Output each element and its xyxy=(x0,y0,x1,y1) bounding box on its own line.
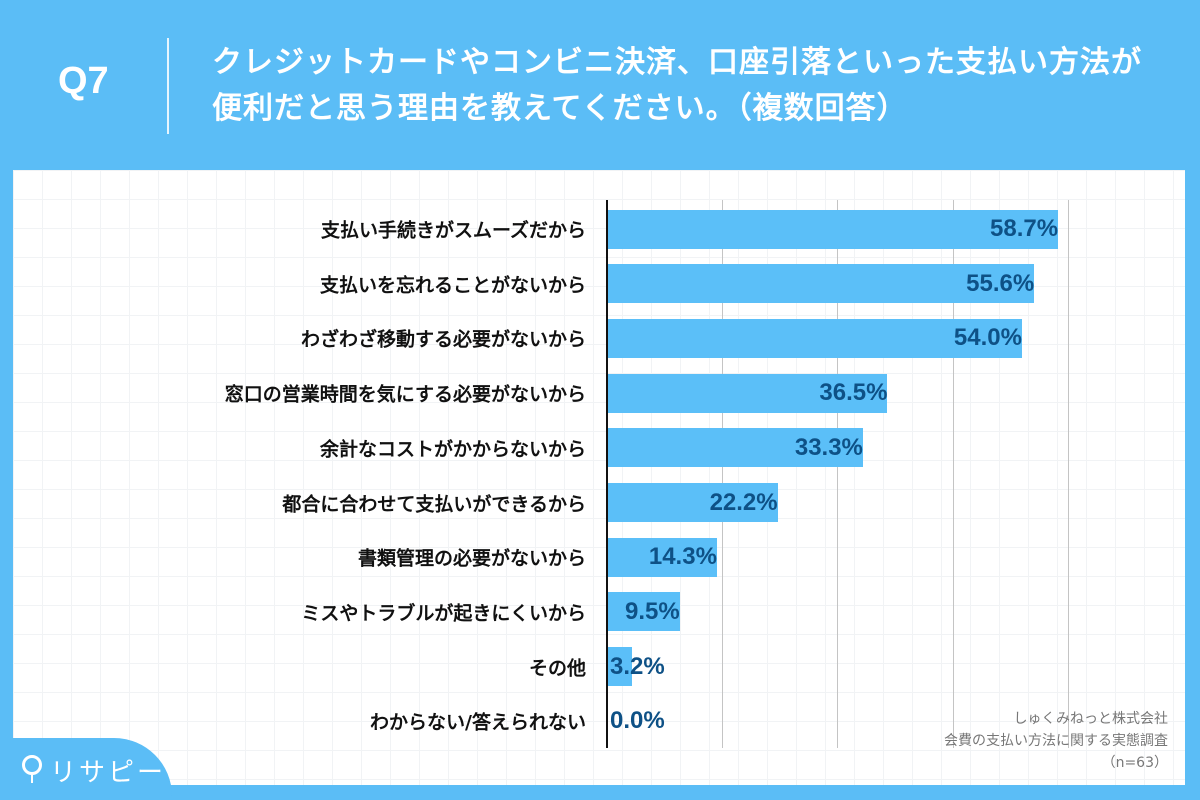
chart-panel xyxy=(13,170,1185,785)
category-label: 余計なコストがかからないから xyxy=(319,438,586,461)
value-label: 58.7% xyxy=(990,215,1059,242)
category-label: わざわざ移動する必要がないから xyxy=(300,328,586,351)
value-label: 14.3% xyxy=(648,543,717,571)
question-title: クレジットカードやコンビニ決済、口座引落といった支払い方法が便利だと思う理由を教… xyxy=(212,45,1142,126)
category-label: 支払いを忘れることがないから xyxy=(319,274,586,297)
category-label: その他 xyxy=(528,657,586,680)
gridline xyxy=(722,200,724,748)
header: Q7 クレジットカードやコンビニ決済、口座引落といった支払い方法が便利だと思う理… xyxy=(0,0,1200,170)
value-label: 54.0% xyxy=(953,324,1022,352)
bar xyxy=(607,373,888,413)
gridline xyxy=(952,200,954,748)
category-label: 支払い手続きがスムーズだから xyxy=(320,219,586,242)
bar xyxy=(607,428,863,468)
source-company: しゅくみねっと株式会社 xyxy=(1013,711,1168,727)
bar xyxy=(607,318,1022,358)
bar xyxy=(607,647,632,687)
logo-text: リサピー xyxy=(50,758,167,788)
category-label: 都合に合わせて支払いができるから xyxy=(282,493,586,515)
source-note: しゅくみねっと株式会社 会費の支払い方法に関する実態調査 （n=63） xyxy=(944,708,1168,774)
value-label: 22.2% xyxy=(709,488,778,516)
bar xyxy=(607,537,717,577)
bar xyxy=(607,483,778,522)
value-label: 36.5% xyxy=(819,379,888,407)
value-label: 55.6% xyxy=(966,269,1035,297)
value-label: 3.2% xyxy=(610,652,665,680)
value-label: 33.3% xyxy=(794,433,863,461)
logo: リサピー xyxy=(0,738,172,800)
category-label: 窓口の営業時間を気にする必要がないから xyxy=(224,383,586,406)
category-label: ミスやトラブルが起きにくいから xyxy=(301,602,586,625)
value-label: 9.5% xyxy=(624,597,680,625)
y-axis xyxy=(606,200,608,748)
divider xyxy=(167,38,169,134)
bar xyxy=(607,592,680,632)
gridline xyxy=(1067,200,1069,748)
value-label: 0.0% xyxy=(610,707,665,735)
bar xyxy=(607,264,1035,304)
source-sample: （n=63） xyxy=(1101,755,1168,771)
pin-icon xyxy=(22,755,42,783)
bar xyxy=(607,209,1058,249)
category-label: わからない/答えられない xyxy=(370,711,586,734)
category-label: 書類管理の必要がないから xyxy=(357,547,586,570)
gridline xyxy=(837,200,839,748)
question-number: Q7 xyxy=(58,60,109,102)
source-survey: 会費の支払い方法に関する実態調査 xyxy=(944,733,1168,749)
